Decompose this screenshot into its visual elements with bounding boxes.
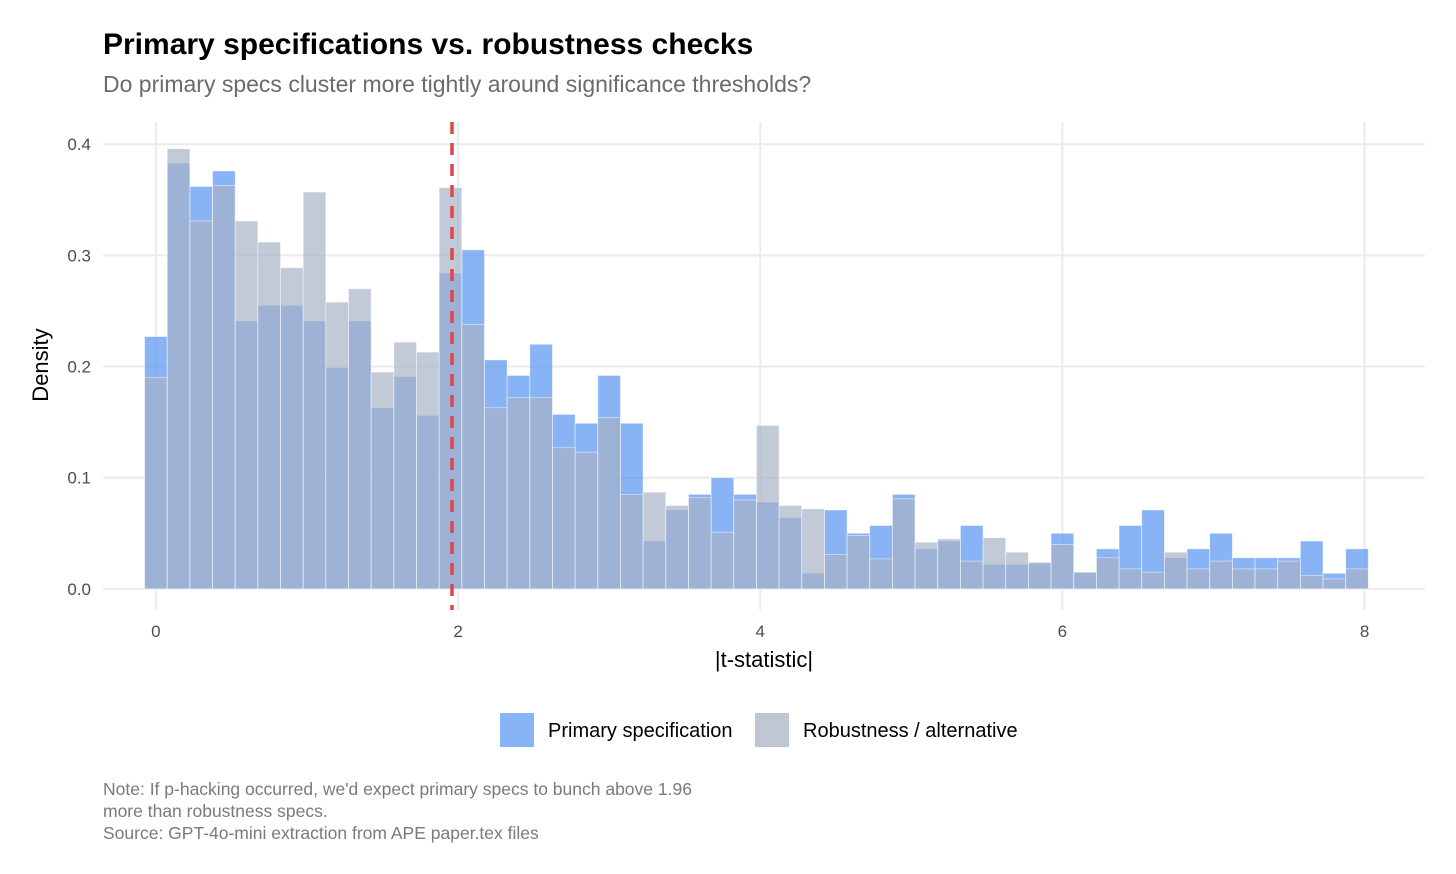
- legend: Primary specification Robustness / alter…: [500, 713, 1018, 747]
- robustness-bar: [484, 407, 508, 590]
- robustness-bar: [1073, 571, 1097, 590]
- y-tick-label: 0.1: [67, 469, 91, 488]
- robustness-bar: [1345, 568, 1369, 590]
- robustness-bar: [1254, 568, 1279, 590]
- plot-area: [103, 122, 1425, 610]
- robustness-bar: [665, 505, 689, 590]
- robustness-bar: [348, 288, 372, 590]
- legend-label-robustness: Robustness / alternative: [803, 720, 1018, 742]
- robustness-bar: [620, 493, 644, 590]
- robustness-bar: [1028, 561, 1052, 590]
- robustness-bar: [1005, 551, 1029, 590]
- robustness-bar: [1277, 560, 1301, 590]
- y-tick-label: 0.3: [67, 246, 91, 265]
- robustness-bar: [144, 377, 168, 590]
- robustness-series-bars: [144, 148, 1369, 590]
- robustness-bar: [937, 538, 961, 590]
- robustness-bar: [982, 537, 1007, 590]
- robustness-bar: [1050, 544, 1075, 590]
- y-tick-label: 0.0: [67, 580, 91, 599]
- robustness-bar: [529, 397, 553, 590]
- robustness-bar: [302, 191, 327, 590]
- x-tick-label: 2: [453, 622, 462, 641]
- robustness-bar: [189, 220, 213, 590]
- chart-title: Primary specifications vs. robustness ch…: [103, 28, 753, 61]
- robustness-bar: [506, 397, 531, 590]
- x-tick-label: 6: [1058, 622, 1067, 641]
- robustness-bar: [1186, 568, 1211, 590]
- y-tick-label: 0.2: [67, 358, 91, 377]
- caption-note-line-2: more than robustness specs.: [103, 801, 328, 821]
- robustness-bar: [824, 554, 848, 590]
- chart-subtitle: Do primary specs cluster more tightly ar…: [103, 71, 811, 97]
- robustness-bar: [756, 425, 780, 590]
- robustness-bar: [280, 267, 304, 590]
- robustness-bar: [914, 541, 939, 590]
- robustness-bar: [1118, 568, 1143, 590]
- x-tick-label: 0: [151, 622, 160, 641]
- y-axis-ticks: 0.0 0.1 0.2 0.3 0.4: [67, 135, 91, 599]
- robustness-bar: [801, 508, 825, 590]
- legend-label-primary: Primary specification: [548, 720, 733, 742]
- robustness-bar: [778, 505, 803, 590]
- caption: Note: If p-hacking occurred, we'd expect…: [103, 779, 692, 843]
- x-tick-label: 8: [1360, 622, 1369, 641]
- robustness-bar: [960, 560, 984, 590]
- robustness-bar: [1322, 578, 1347, 590]
- robustness-bar: [552, 447, 576, 590]
- robustness-bar: [234, 220, 259, 590]
- robustness-bar: [257, 241, 281, 590]
- legend-swatch-robustness: [755, 713, 789, 747]
- robustness-bar: [1163, 551, 1188, 590]
- robustness-bar: [1095, 557, 1120, 590]
- robustness-bar: [892, 498, 916, 590]
- x-tick-label: 4: [755, 622, 764, 641]
- robustness-bar: [325, 301, 349, 590]
- robustness-bar: [642, 491, 667, 590]
- caption-source-line: Source: GPT-4o-mini extraction from APE …: [103, 823, 539, 843]
- caption-note-line-1: Note: If p-hacking occurred, we'd expect…: [103, 779, 692, 799]
- robustness-bar: [212, 184, 236, 590]
- robustness-bar: [1209, 560, 1233, 590]
- y-axis-title: Density: [28, 328, 53, 401]
- robustness-bar: [370, 371, 395, 590]
- robustness-bar: [1141, 571, 1165, 590]
- legend-swatch-primary: [500, 713, 534, 747]
- robustness-bar: [461, 323, 485, 590]
- robustness-bar: [733, 499, 757, 590]
- robustness-bar: [166, 148, 191, 590]
- y-tick-label: 0.4: [67, 135, 91, 154]
- robustness-bar: [1299, 575, 1324, 590]
- robustness-bar: [597, 417, 621, 590]
- robustness-bar: [416, 351, 440, 590]
- robustness-bar: [869, 558, 893, 590]
- x-axis-title: |t-statistic|: [715, 647, 813, 672]
- robustness-bar: [574, 451, 599, 590]
- robustness-bar: [846, 535, 871, 590]
- robustness-bar: [688, 497, 712, 590]
- robustness-bar: [393, 341, 417, 590]
- robustness-bar: [710, 531, 735, 590]
- x-axis-ticks: 0 2 4 6 8: [151, 622, 1369, 641]
- robustness-bar: [1231, 568, 1256, 590]
